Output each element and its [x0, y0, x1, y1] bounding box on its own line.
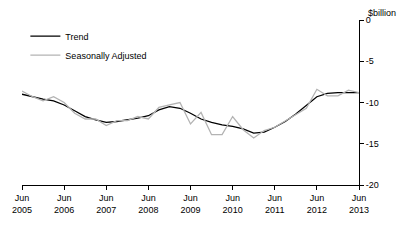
svg-text:-20: -20 [366, 180, 379, 190]
svg-text:Jun2010: Jun2010 [223, 193, 243, 215]
svg-text:Jun2012: Jun2012 [307, 193, 327, 215]
svg-text:Jun2009: Jun2009 [180, 193, 200, 215]
svg-text:Trend: Trend [65, 32, 88, 42]
svg-text:$billion: $billion [368, 8, 396, 18]
svg-text:-15: -15 [366, 139, 379, 149]
svg-text:Jun2005: Jun2005 [12, 193, 32, 215]
svg-text:-5: -5 [366, 56, 374, 66]
svg-text:0: 0 [366, 15, 371, 25]
svg-text:Jun2007: Jun2007 [96, 193, 116, 215]
svg-text:Jun2006: Jun2006 [54, 193, 74, 215]
svg-text:-10: -10 [366, 98, 379, 108]
svg-text:Jun2013: Jun2013 [349, 193, 369, 215]
svg-text:Jun2011: Jun2011 [265, 193, 284, 215]
svg-text:Seasonally Adjusted: Seasonally Adjusted [65, 51, 146, 61]
svg-text:Jun2008: Jun2008 [138, 193, 158, 215]
